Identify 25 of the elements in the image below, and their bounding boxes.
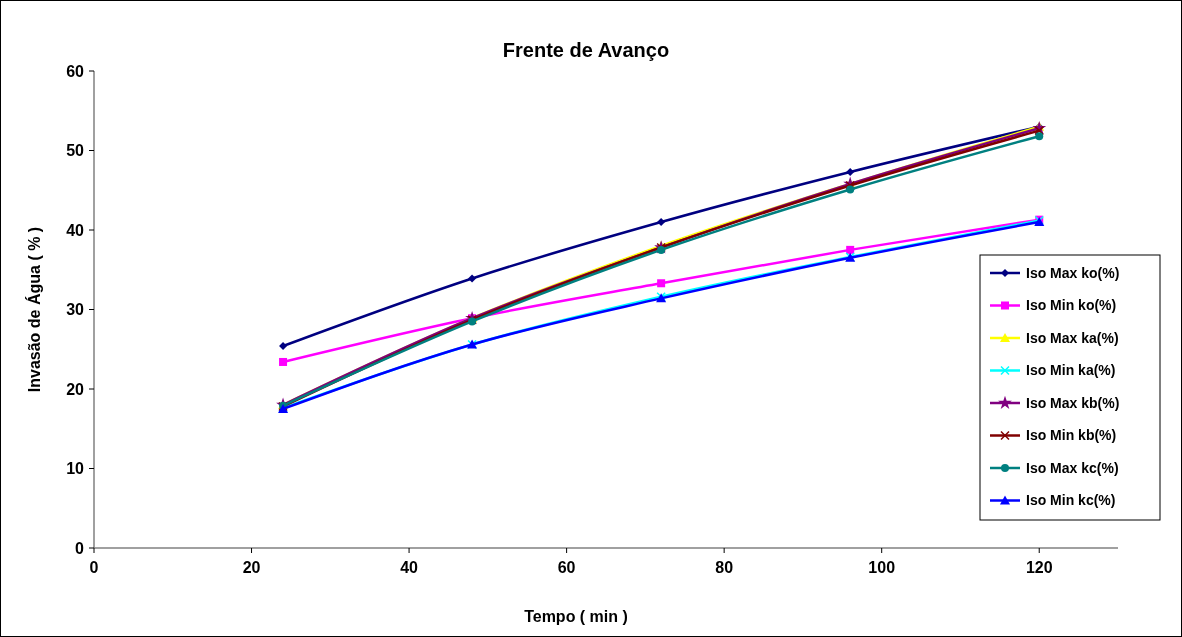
y-tick-label: 30 bbox=[66, 301, 85, 319]
legend-label: Iso Max ka(%) bbox=[1026, 329, 1119, 346]
x-tick-label: 120 bbox=[1025, 559, 1053, 576]
x-tick-label: 20 bbox=[242, 559, 261, 576]
legend-label: Iso Min kc(%) bbox=[1026, 492, 1116, 509]
legend-label: Iso Max ko(%) bbox=[1026, 264, 1120, 281]
y-tick-label: 40 bbox=[66, 221, 85, 239]
y-tick-label: 20 bbox=[66, 380, 85, 398]
x-tick-label: 40 bbox=[400, 559, 419, 576]
y-tick-label: 60 bbox=[66, 62, 85, 80]
y-axis-title: Invasão de Água ( % ) bbox=[25, 226, 43, 393]
y-tick-label: 50 bbox=[66, 142, 85, 160]
chart-title: Frente de Avanço bbox=[502, 39, 670, 61]
x-tick-label: 60 bbox=[557, 559, 576, 576]
legend-label: Iso Max kc(%) bbox=[1026, 459, 1119, 476]
x-axis-title: Tempo ( min ) bbox=[524, 608, 628, 625]
legend-label: Iso Min kb(%) bbox=[1026, 427, 1117, 444]
y-tick-label: 10 bbox=[66, 460, 85, 478]
x-tick-label: 80 bbox=[715, 559, 734, 576]
x-tick-label: 100 bbox=[868, 559, 896, 576]
x-tick-label: 0 bbox=[89, 559, 99, 576]
y-tick-label: 0 bbox=[75, 539, 85, 557]
legend-label: Iso Min ko(%) bbox=[1026, 297, 1117, 314]
legend-label: Iso Min ka(%) bbox=[1026, 362, 1116, 379]
legend-label: Iso Max kb(%) bbox=[1026, 394, 1120, 411]
